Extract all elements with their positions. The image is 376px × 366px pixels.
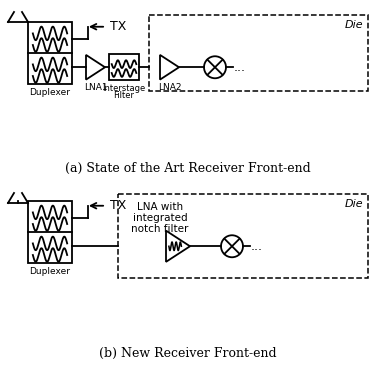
Text: Filter: Filter [114,91,135,100]
Text: ...: ... [251,240,263,253]
Bar [149,15,368,91]
Text: Duplexer: Duplexer [29,88,71,97]
Text: integrated: integrated [133,213,187,223]
Text: TX: TX [110,20,126,33]
Text: (b) New Receiver Front-end: (b) New Receiver Front-end [99,347,277,360]
Text: TX: TX [110,199,126,212]
Text: LNA with: LNA with [137,202,183,212]
Text: ...: ... [234,61,246,74]
Bar [28,201,72,263]
Bar [28,22,72,84]
Text: Interstage: Interstage [102,84,146,93]
Bar [109,54,139,80]
Text: Die: Die [344,199,363,209]
Bar [118,194,368,278]
Text: Duplexer: Duplexer [29,267,71,276]
Text: LNA2: LNA2 [158,83,181,92]
Text: (a) State of the Art Receiver Front-end: (a) State of the Art Receiver Front-end [65,162,311,175]
Text: notch filter: notch filter [131,224,189,234]
Text: LNA1: LNA1 [84,83,107,92]
Text: Die: Die [344,20,363,30]
